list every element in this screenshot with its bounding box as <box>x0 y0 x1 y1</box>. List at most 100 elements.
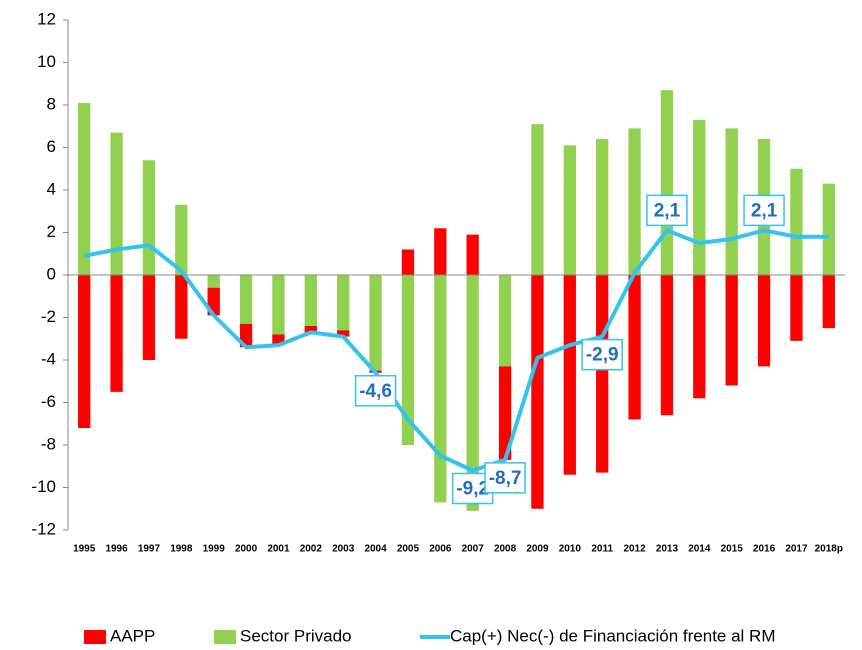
x-tick-label: 2014 <box>688 544 711 555</box>
bar <box>822 275 835 329</box>
bar <box>401 249 415 275</box>
value-label-box <box>484 462 526 494</box>
bar <box>725 128 738 275</box>
value-label: -4,6 <box>354 375 397 407</box>
x-tick-label: 2007 <box>462 544 485 555</box>
y-tick-label: -2 <box>41 307 56 326</box>
line-series <box>83 228 829 473</box>
bar <box>531 275 544 509</box>
bar <box>822 183 835 275</box>
x-tick-label: 2009 <box>526 544 549 555</box>
bar <box>563 145 576 275</box>
bar <box>725 275 738 386</box>
bar <box>466 275 479 511</box>
y-tick-label: -6 <box>41 392 56 411</box>
bar <box>434 228 447 275</box>
legend-swatch <box>214 630 236 644</box>
bar <box>628 128 641 275</box>
bar <box>369 275 382 371</box>
bar <box>498 275 512 367</box>
bar <box>790 275 803 341</box>
legend-label: AAPP <box>110 626 155 645</box>
value-label-text: -4,6 <box>359 381 392 402</box>
bar <box>401 275 415 445</box>
y-tick-label: -8 <box>41 434 56 453</box>
y-tick-label: 2 <box>47 222 56 241</box>
bar <box>531 124 544 275</box>
y-tick-label: 10 <box>37 52 56 71</box>
y-tick-label: -12 <box>31 519 56 538</box>
bar <box>175 204 188 275</box>
bar <box>304 326 317 333</box>
x-tick-label: 2016 <box>753 544 776 555</box>
y-tick-label: 4 <box>47 179 56 198</box>
x-tick-label: 2013 <box>656 544 679 555</box>
value-label: 2,1 <box>743 194 785 227</box>
value-label-text: 2,1 <box>751 200 778 221</box>
bar <box>142 160 156 275</box>
bar <box>434 275 447 503</box>
value-label-text: -2,9 <box>586 345 619 366</box>
value-label-box <box>743 194 785 227</box>
y-tick-label: 6 <box>47 137 56 156</box>
value-label: 2,1 <box>646 194 688 227</box>
y-tick-label: -10 <box>31 477 56 496</box>
y-tick-label: -4 <box>41 349 56 368</box>
bar <box>110 132 123 275</box>
x-tick-label: 2000 <box>235 544 258 555</box>
bar <box>693 275 706 399</box>
bar <box>337 330 350 337</box>
bar <box>596 139 609 275</box>
x-tick-label: 2011 <box>591 544 613 555</box>
bar <box>239 275 253 324</box>
x-tick-label: 2015 <box>721 544 744 555</box>
x-tick-label: 2018p <box>815 544 843 555</box>
bar <box>498 366 512 460</box>
bar <box>78 275 91 428</box>
value-label-box <box>646 194 688 227</box>
legend-label: Sector Privado <box>240 626 352 645</box>
bar <box>78 102 91 275</box>
bar <box>693 119 706 275</box>
value-label: -8,7 <box>484 462 526 494</box>
value-label: -2,9 <box>581 338 623 371</box>
bar <box>563 275 576 475</box>
x-tick-label: 1996 <box>105 544 128 555</box>
bar <box>272 334 285 346</box>
y-tick-label: 0 <box>47 264 56 283</box>
y-tick-label: 12 <box>37 9 56 28</box>
x-tick-label: 1999 <box>203 544 226 555</box>
x-tick-label: 1997 <box>138 544 161 555</box>
x-tick-label: 2017 <box>785 544 808 555</box>
bar <box>110 275 123 392</box>
legend-label: Cap(+) Nec(-) de Financiación frente al … <box>450 626 775 645</box>
bar <box>272 275 285 335</box>
x-tick-label: 2002 <box>300 544 323 555</box>
bar <box>660 90 674 275</box>
x-tick-label: 2001 <box>267 544 290 555</box>
bar <box>142 275 156 360</box>
value-label-text: 2,1 <box>654 200 681 221</box>
legend-swatch <box>84 630 106 644</box>
value-label-text: -8,7 <box>489 468 522 489</box>
x-tick-label: 1995 <box>73 544 96 555</box>
x-tick-label: 2003 <box>332 544 355 555</box>
bar <box>660 275 674 416</box>
bar <box>207 275 220 288</box>
x-tick-label: 1998 <box>170 544 193 555</box>
bar <box>757 275 771 367</box>
bar <box>466 234 479 275</box>
value-label-text: -9,2 <box>456 479 489 500</box>
bar <box>175 275 188 339</box>
x-tick-label: 2005 <box>397 544 420 555</box>
bar <box>304 275 317 326</box>
value-label-box <box>354 375 397 407</box>
x-tick-label: 2004 <box>364 544 387 555</box>
value-label-box <box>581 338 623 371</box>
x-tick-label: 2012 <box>623 544 646 555</box>
x-tick-label: 2008 <box>494 544 517 555</box>
bar <box>337 275 350 331</box>
bar <box>596 275 609 473</box>
x-tick-label: 2010 <box>559 544 582 555</box>
